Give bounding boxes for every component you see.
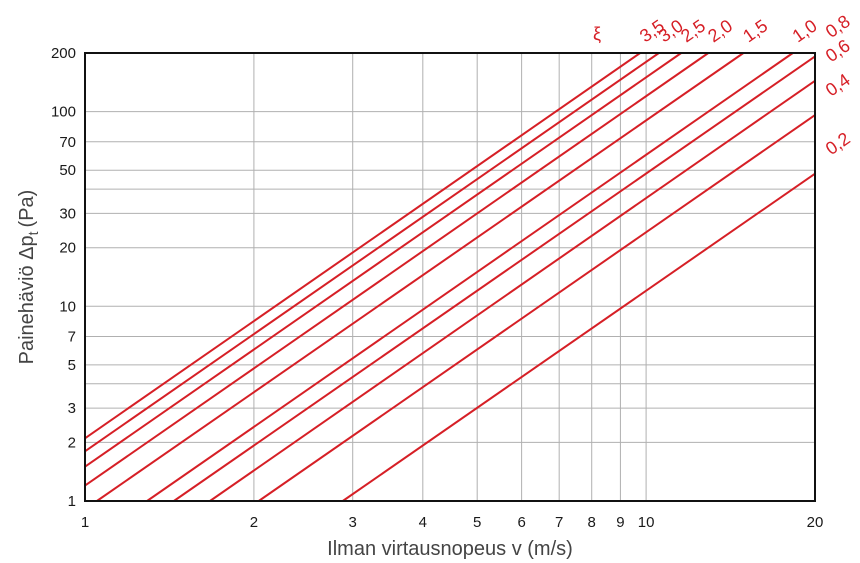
x-tick-label: 7 — [555, 514, 563, 531]
x-tick-label: 3 — [349, 514, 357, 531]
series-line-xi-3-0 — [84, 52, 660, 453]
y-tick-label: 20 — [59, 240, 76, 257]
series-label-xi-2-0: 2,0 — [704, 16, 736, 47]
x-axis-ticks: 1 2 3 4 5 6 7 8 9 10 20 — [81, 514, 824, 531]
x-tick-label: 4 — [419, 514, 427, 531]
series-line-xi-0-8 — [173, 55, 816, 502]
y-tick-label: 50 — [59, 162, 76, 179]
y-tick-label: 3 — [68, 400, 76, 417]
series-label-xi-0-6: 0,6 — [822, 35, 854, 66]
y-tick-label: 10 — [59, 298, 76, 315]
y-tick-label: 1 — [68, 493, 76, 510]
y-axis-title-unit: (Pa) — [16, 190, 38, 228]
series-line-xi-2-5 — [84, 52, 682, 468]
series-label-xi-0-4: 0,4 — [822, 70, 854, 101]
x-tick-label: 9 — [616, 514, 624, 531]
y-axis-ticks: 1 2 3 5 7 10 20 30 50 70 100 200 — [51, 45, 76, 510]
series-line-xi-2-0 — [84, 52, 709, 487]
series-line-xi-1-5 — [96, 52, 745, 502]
series-line-xi-0-2 — [342, 172, 816, 502]
series-line-xi-0-4 — [258, 114, 816, 502]
y-axis-title: Painehäviö Δpt (Pa) — [16, 190, 41, 365]
x-axis-title: Ilman virtausnopeus v (m/s) — [327, 538, 573, 560]
series-label-xi-1-5: 1,5 — [739, 16, 771, 47]
series-line-xi-3-5 — [84, 52, 641, 440]
y-tick-label: 2 — [68, 434, 76, 451]
y-tick-label: 7 — [68, 328, 76, 345]
x-tick-label: 10 — [638, 514, 655, 531]
series-lines — [84, 52, 816, 502]
y-axis-title-main: Painehäviö Δp — [16, 235, 38, 364]
x-tick-label: 8 — [588, 514, 596, 531]
series-labels: 0,20,40,60,81,01,52,02,53,03,5 — [636, 11, 854, 159]
y-tick-label: 100 — [51, 104, 76, 121]
series-label-xi-0-2: 0,2 — [822, 128, 854, 159]
series-line-xi-1-0 — [146, 52, 794, 502]
grid — [85, 53, 815, 501]
y-tick-label: 70 — [59, 134, 76, 151]
plot-frame — [84, 52, 816, 502]
y-axis-title-subscript: t — [25, 231, 41, 235]
x-tick-label: 20 — [807, 514, 824, 531]
series-line-xi-0-6 — [209, 79, 816, 502]
x-tick-label: 1 — [81, 514, 89, 531]
x-tick-label: 6 — [517, 514, 525, 531]
series-label-xi-1-0: 1,0 — [789, 16, 821, 47]
xi-symbol: ξ — [593, 24, 601, 44]
y-tick-label: 200 — [51, 45, 76, 62]
y-tick-label: 30 — [59, 205, 76, 222]
x-tick-label: 2 — [250, 514, 258, 531]
y-tick-label: 5 — [68, 357, 76, 374]
x-tick-label: 5 — [473, 514, 481, 531]
series-label-xi-0-8: 0,8 — [822, 11, 854, 42]
